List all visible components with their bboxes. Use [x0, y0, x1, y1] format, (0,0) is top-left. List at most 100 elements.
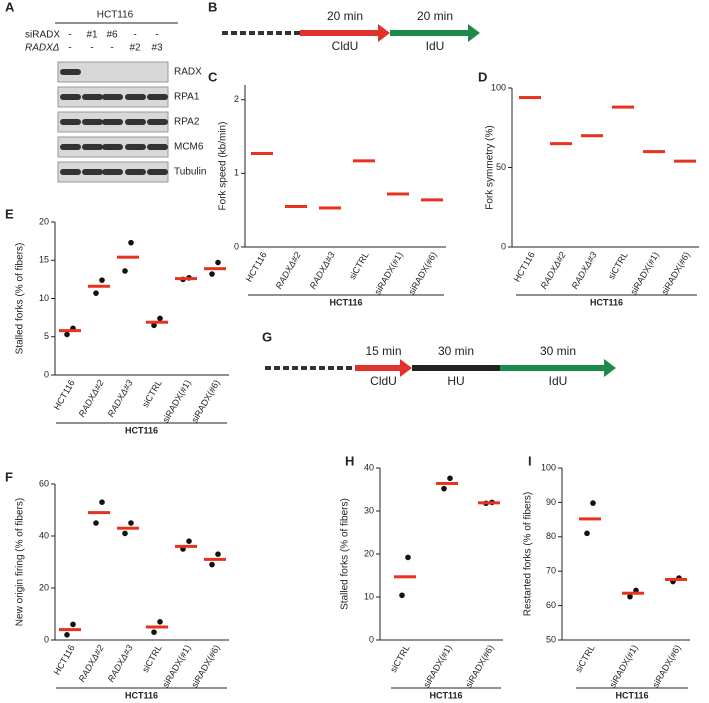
mean-bar [146, 625, 168, 629]
y-axis-label: Fork symmetry (%) [485, 125, 496, 209]
row-label: RADXΔ [25, 43, 60, 54]
mean-bar [175, 277, 197, 281]
arrow-shaft [300, 30, 380, 36]
y-tick-label: 40 [364, 462, 374, 472]
replicate-point [584, 530, 590, 537]
arrow-shaft [412, 365, 500, 371]
band [125, 169, 146, 175]
y-axis-label: Stalled forks (% of fibers) [340, 498, 351, 610]
x-tick-label: RADXΔ#3 [106, 378, 135, 419]
y-tick-label: 60 [39, 478, 49, 488]
replicate-point [157, 619, 163, 625]
replicate-point [122, 530, 128, 537]
y-tick-label: 20 [39, 582, 49, 592]
group-label: HCT116 [125, 690, 158, 700]
y-tick-label: 40 [39, 530, 49, 540]
x-tick-label: siRADX(#6) [659, 250, 691, 296]
band [102, 119, 123, 125]
band [60, 69, 81, 75]
mean-bar [59, 628, 81, 632]
x-tick-label: siRADX(#6) [406, 250, 438, 296]
arrow-head [378, 24, 390, 42]
replicate-point [590, 500, 596, 506]
blot-title: HCT116 [97, 10, 134, 21]
x-tick-label: siRADX(#1) [372, 250, 404, 296]
y-tick-label: 0 [44, 369, 49, 379]
band [102, 144, 123, 150]
dash [265, 366, 271, 370]
mean-bar [612, 105, 634, 109]
y-tick-label: 0 [44, 634, 49, 644]
segment-time: 20 min [327, 9, 363, 23]
lane-label: - [68, 30, 71, 41]
x-tick-label: siRADX(#6) [189, 643, 221, 689]
replicate-point [128, 520, 134, 526]
mean-bar [622, 591, 644, 595]
y-tick-label: 10 [39, 293, 49, 303]
segment-label: CldU [370, 374, 397, 388]
dash [337, 366, 343, 370]
mean-bar [665, 577, 687, 581]
mean-bar [204, 557, 226, 561]
mean-bar [353, 159, 375, 163]
mean-bar [175, 544, 197, 548]
panel-label: C [208, 69, 218, 84]
replicate-point [447, 475, 453, 482]
band-label: MCM6 [174, 142, 204, 153]
band [125, 94, 146, 100]
lane-label: - [155, 30, 158, 41]
x-tick-label: siRADX(#1) [607, 643, 639, 689]
x-tick-label: HCT116 [512, 250, 537, 283]
x-tick-label: RADXΔ#2 [274, 250, 303, 291]
lane-label: #3 [151, 43, 163, 54]
dash [301, 366, 307, 370]
mean-bar [550, 142, 572, 146]
mean-bar [581, 134, 603, 138]
replicate-point [441, 485, 447, 492]
mean-bar [579, 517, 601, 521]
band [125, 119, 146, 125]
x-tick-label: HCT116 [52, 643, 77, 676]
x-tick-label: siCTRL [606, 250, 630, 281]
replicate-point [70, 621, 76, 628]
mean-bar [88, 511, 110, 515]
replicate-point [151, 629, 157, 635]
segment-label: IdU [426, 39, 445, 53]
mean-bar [519, 96, 541, 100]
band [147, 144, 168, 150]
panel-label: D [478, 69, 487, 84]
lane-label: - [68, 43, 71, 54]
replicate-point [93, 290, 99, 296]
mean-bar [674, 159, 696, 163]
band-label: RPA1 [174, 92, 200, 103]
replicate-point [627, 593, 633, 600]
panel-label: E [5, 206, 14, 221]
x-tick-label: RADXΔ#2 [77, 378, 106, 419]
dash [319, 366, 325, 370]
mean-bar [319, 206, 341, 210]
panel-label: F [5, 469, 13, 484]
y-tick-label: 90 [546, 497, 556, 507]
y-tick-label: 0 [369, 634, 374, 644]
segment-time: 20 min [417, 9, 453, 23]
mean-bar [146, 320, 168, 324]
dash [294, 31, 300, 35]
arrow-shaft [355, 365, 402, 371]
x-tick-label: siRADX(#1) [421, 643, 453, 689]
x-tick-label: RADXΔ#2 [77, 643, 106, 684]
band-label: Tubulin [174, 167, 206, 178]
band [147, 169, 168, 175]
band-label: RADX [174, 67, 202, 78]
replicate-point [99, 499, 105, 506]
dash [283, 366, 289, 370]
arrow-head [468, 24, 480, 42]
x-tick-label: siCTRL [347, 250, 371, 281]
panel-label: H [345, 453, 354, 468]
dash [249, 31, 255, 35]
y-tick-label: 60 [546, 600, 556, 610]
y-tick-label: 50 [496, 162, 506, 172]
y-tick-label: 70 [546, 566, 556, 576]
y-tick-label: 20 [39, 216, 49, 226]
x-tick-label: HCT116 [244, 250, 269, 283]
